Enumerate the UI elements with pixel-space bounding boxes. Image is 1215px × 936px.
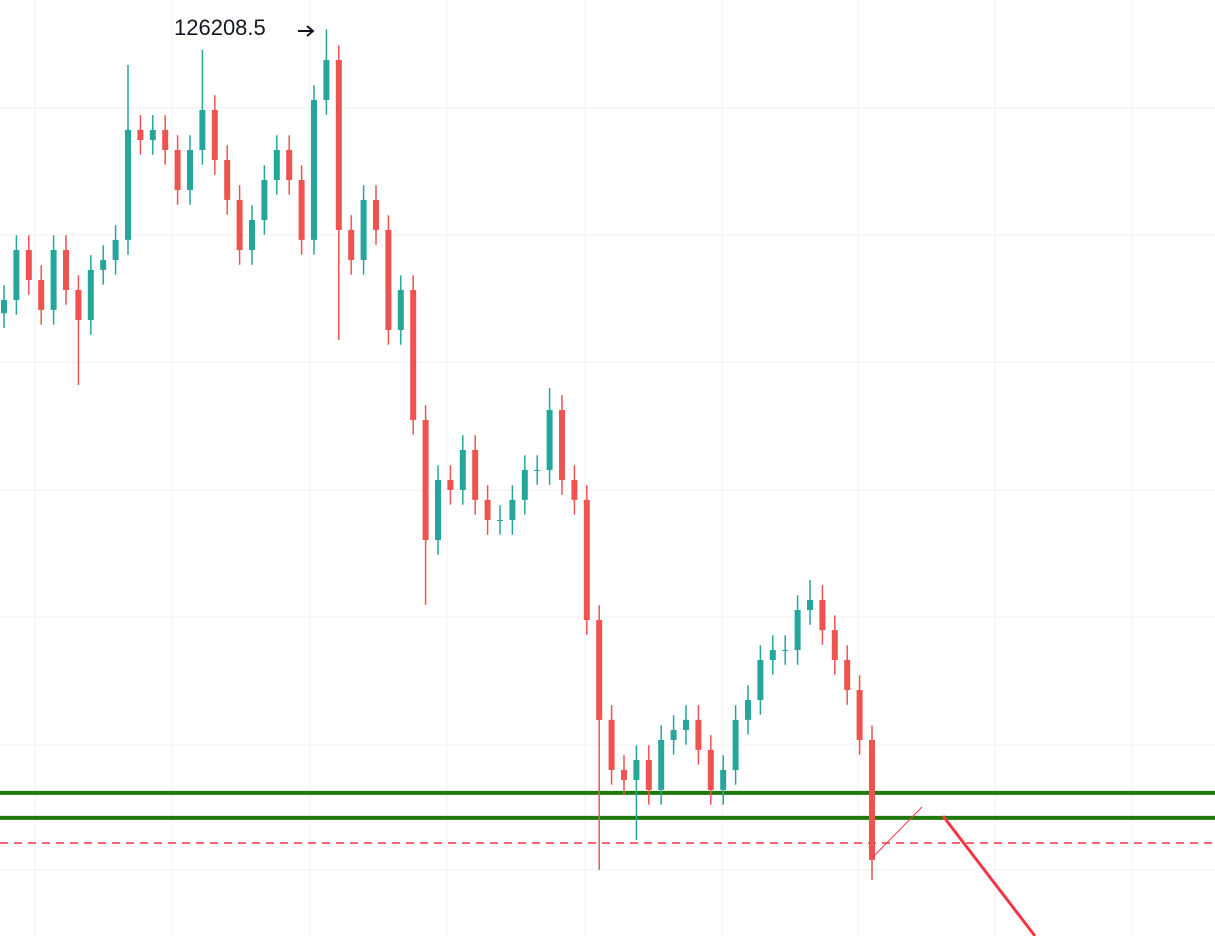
candle-body [50, 250, 57, 310]
candle-body [658, 739, 665, 790]
candle-body [831, 630, 838, 660]
candle-body [385, 229, 392, 330]
candle-body [397, 290, 404, 330]
candle-body [869, 739, 875, 860]
candle-body [695, 719, 702, 750]
candle-body [509, 499, 516, 520]
projection-line [941, 815, 1037, 936]
candle-body [546, 409, 553, 471]
candle-body [211, 109, 218, 160]
candle-body [782, 650, 789, 652]
candle-body [422, 419, 429, 541]
candle-body [707, 749, 714, 790]
candle-body [410, 290, 417, 420]
candle-body [373, 199, 379, 230]
candle-body [757, 659, 764, 700]
candle-body [794, 610, 801, 651]
candle-body [844, 659, 851, 691]
candle-body [633, 760, 640, 780]
candle-body [769, 650, 776, 660]
candle-body [162, 129, 169, 150]
candle-body [670, 730, 677, 740]
candle-body [819, 599, 826, 631]
candle-body [25, 250, 32, 281]
candle-body [87, 269, 94, 321]
high-arrow [298, 25, 315, 37]
candle-body [236, 199, 243, 251]
candle-body [348, 229, 355, 260]
candle-body [447, 479, 454, 490]
candle-body [583, 499, 590, 621]
candle-body [720, 769, 727, 790]
candle-body [298, 180, 305, 240]
candle-body [645, 760, 652, 790]
candle-body [149, 129, 156, 141]
candle-body [261, 180, 268, 220]
candle-body [38, 280, 45, 310]
high-label: 126208.5 [174, 15, 266, 40]
candle-body [249, 219, 255, 251]
candle-body [323, 60, 330, 101]
candle-body [335, 60, 342, 230]
candle-body [199, 109, 206, 150]
candle-body [521, 470, 528, 500]
levels [0, 790, 1215, 844]
candle-body [137, 129, 144, 141]
candle-body [435, 479, 441, 541]
candle-body [596, 620, 603, 720]
candle-body [311, 100, 317, 240]
candle-body [683, 719, 689, 731]
candles [1, 29, 875, 880]
candle-body [534, 470, 541, 472]
projection-line [871, 806, 923, 859]
candle-body [559, 409, 565, 480]
candle-body [856, 690, 863, 740]
candle-body [112, 239, 119, 260]
candle-body [224, 159, 231, 200]
candle-body [807, 599, 813, 611]
candle-body [63, 250, 69, 291]
candle-body [571, 479, 578, 500]
candle-body [484, 499, 491, 520]
candle-body [745, 699, 751, 720]
candle-body [125, 129, 131, 240]
candle-body [75, 290, 82, 321]
candle-body [273, 149, 280, 181]
candle-body [497, 519, 503, 521]
candle-body [472, 449, 479, 500]
candle-body [174, 149, 181, 190]
candle-body [732, 719, 739, 770]
candle-body [608, 719, 615, 770]
candle-body [187, 149, 193, 190]
candle-body [621, 769, 627, 780]
candle-body [286, 149, 293, 181]
candle-body [360, 199, 367, 260]
candle-body [1, 299, 7, 314]
candle-body [100, 259, 107, 270]
candle-body [13, 250, 20, 300]
candle-body [459, 449, 466, 490]
